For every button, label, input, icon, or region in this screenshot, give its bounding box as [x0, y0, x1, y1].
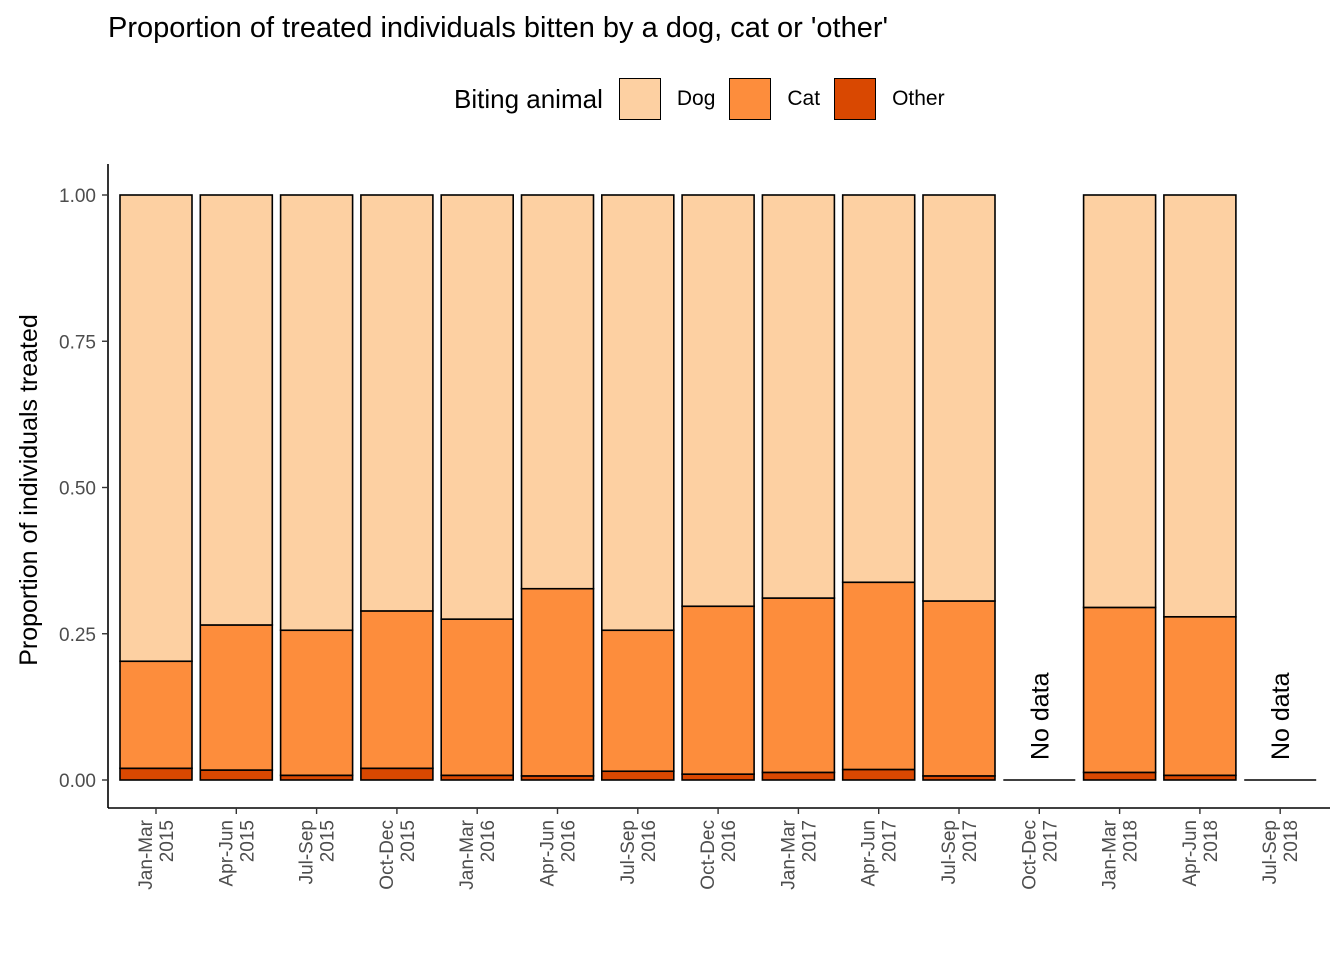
bar-dog — [600, 194, 675, 632]
y-tick-label: 1.00 — [59, 186, 96, 207]
x-tick-label: Apr-Jun — [859, 820, 880, 887]
x-tick-label-year: 2016 — [719, 820, 740, 862]
legend-label-cat: Cat — [787, 87, 821, 110]
x-tick-label-year: 2017 — [1040, 820, 1061, 862]
x-tick-label: Jul-Sep — [939, 820, 960, 884]
bar-dog — [922, 194, 996, 602]
chart-title: Proportion of treated individuals bitten… — [108, 12, 889, 44]
bar-cat — [1163, 615, 1237, 777]
x-tick-label: Jan-Mar — [1100, 819, 1121, 889]
y-axis-title: Proportion of individuals treated — [15, 314, 43, 666]
bar-other — [1082, 771, 1157, 781]
legend-title: Biting animal — [454, 83, 603, 114]
x-tick-label: Jan-Mar — [457, 819, 478, 889]
x-tick-label-year: 2015 — [237, 820, 258, 862]
bar-dog — [1082, 194, 1157, 609]
x-tick-label-year: 2016 — [478, 820, 499, 862]
x-tick-label: Jan-Mar — [136, 819, 157, 889]
x-tick-label-year: 2016 — [559, 820, 580, 862]
x-tick-label: Oct-Dec — [1019, 820, 1040, 890]
bar-other — [841, 768, 916, 781]
no-data-label: No data — [1267, 672, 1295, 760]
x-tick-label-year: 2016 — [639, 820, 660, 862]
x-tick-label-year: 2015 — [318, 820, 339, 862]
legend-label-dog: Dog — [676, 87, 716, 110]
bar-dog — [1163, 194, 1237, 618]
x-tick-label: Apr-Jun — [1180, 820, 1201, 887]
bar-other — [360, 767, 434, 781]
bar-cat — [761, 597, 836, 774]
y-tick-label: 0.75 — [59, 332, 96, 353]
x-tick-label-year: 2017 — [960, 820, 981, 862]
x-tick-label: Oct-Dec — [698, 820, 719, 890]
bar-dog — [841, 194, 916, 584]
x-tick-label-year: 2018 — [1121, 820, 1142, 862]
legend-item-dog: Dog — [618, 78, 716, 120]
x-tick-label: Jul-Sep — [1260, 820, 1281, 884]
x-tick-label-year: 2017 — [799, 820, 820, 862]
legend-key-other — [834, 78, 877, 120]
no-data-label: No data — [1026, 672, 1054, 760]
legend-item-other: Other — [834, 78, 945, 120]
y-tick-label: 0.25 — [59, 625, 96, 646]
bar-dog — [681, 194, 755, 608]
bar-other — [199, 769, 274, 781]
y-tick-label: 0.50 — [59, 479, 96, 500]
legend-key-dog — [618, 78, 661, 120]
bar-cat — [681, 605, 755, 775]
bar-other — [681, 773, 755, 781]
bar-cat — [922, 600, 996, 777]
bar-cat — [520, 587, 595, 777]
x-tick-label: Apr-Jun — [538, 820, 559, 887]
bar-cat — [199, 624, 274, 771]
x-tick-label-year: 2018 — [1281, 820, 1302, 862]
x-tick-label: Oct-Dec — [377, 820, 398, 890]
x-tick-label: Apr-Jun — [216, 820, 237, 887]
bar-cat — [440, 618, 515, 777]
x-tick-label: Jul-Sep — [297, 820, 318, 884]
bar-other — [119, 767, 193, 781]
legend-label-other: Other — [892, 87, 945, 110]
bar-dog — [279, 194, 354, 632]
bar-cat — [279, 629, 354, 777]
x-tick-label: Jan-Mar — [778, 819, 799, 889]
bar-dog — [520, 194, 595, 590]
x-tick-label-year: 2015 — [157, 820, 178, 862]
bar-cat — [841, 581, 916, 771]
legend-item-cat: Cat — [729, 78, 820, 120]
bar-dog — [199, 194, 274, 626]
bar-other — [600, 770, 675, 781]
x-tick-label-year: 2015 — [398, 820, 419, 862]
bar-dog — [440, 194, 515, 620]
bar-dog — [119, 194, 193, 663]
bar-other — [761, 771, 836, 781]
x-tick-label: Jul-Sep — [618, 820, 639, 884]
legend-key-cat — [729, 78, 772, 120]
bar-cat — [600, 629, 675, 773]
bar-dog — [360, 194, 434, 612]
legend: Biting animal Dog Cat Other — [454, 76, 959, 122]
bar-cat — [1082, 606, 1157, 774]
x-tick-label-year: 2017 — [880, 820, 901, 862]
y-tick-label: 0.00 — [59, 771, 96, 792]
bar-cat — [360, 610, 434, 770]
bar-cat — [119, 660, 193, 770]
bar-dog — [761, 194, 836, 599]
x-tick-label-year: 2018 — [1201, 820, 1222, 862]
